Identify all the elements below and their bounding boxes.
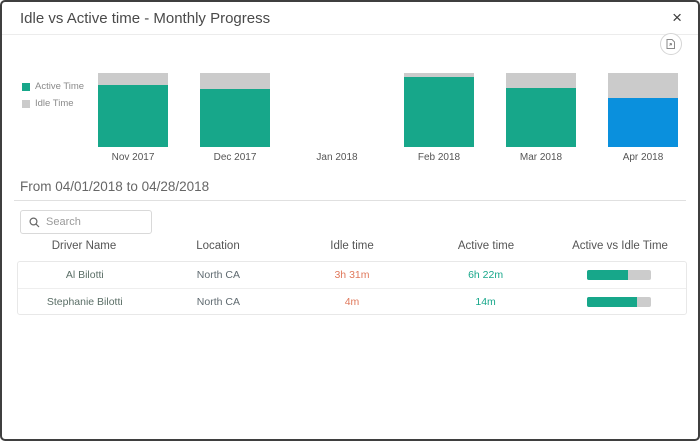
chart-legend: Active Time Idle Time [22,81,84,115]
active-vs-idle-bar [587,270,652,280]
active-vs-idle-cell [552,296,686,307]
column-header-active-vs-idle: Active vs Idle Time [572,240,668,252]
table-row[interactable]: Stephanie Bilotti North CA 4m 14m [18,288,686,314]
legend-label: Idle Time [35,98,74,109]
table-row[interactable]: Al Bilotti North CA 3h 31m 6h 22m [18,262,686,288]
active-vs-idle-bar [587,296,652,307]
bar-feb-2018[interactable] [388,73,490,147]
stacked-bar [608,73,678,147]
active-time-value: 6h 22m [468,269,504,281]
bar-category-label: Nov 2017 [111,152,155,163]
active-segment [404,76,474,147]
column-header-location: Location [196,240,240,252]
bar-apr-2018[interactable] [592,73,694,147]
dialog-header: Idle vs Active time - Monthly Progress × [2,2,698,35]
bar-nov-2017[interactable] [82,73,184,147]
bar-category-label: Jan 2018 [316,152,358,163]
idle-time-value: 4m [344,295,360,308]
export-image-icon [666,39,675,49]
idle-segment [608,73,678,99]
bar-category-label: Feb 2018 [417,152,461,163]
chart-category-labels: Nov 2017 Dec 2017 Jan 2018 Feb 2018 Mar 2018… [82,152,694,163]
bar-category-label: Apr 2018 [622,152,664,163]
bar-dec-2017[interactable] [184,73,286,147]
idle-segment [506,73,576,88]
idle-segment [98,73,168,85]
table-body: Al Bilotti North CA 3h 31m 6h 22m Stepha… [17,261,687,315]
driver-name: Al Bilotti [65,269,104,281]
stacked-bar [200,73,270,147]
close-icon[interactable]: × [672,8,682,27]
bar-jan-2018[interactable] [286,73,388,147]
search-icon [29,216,40,227]
active-segment [200,88,270,147]
idle-time-swatch [22,99,30,108]
stacked-bar [506,73,576,147]
legend-item-idle-time: Idle Time [22,98,84,109]
export-button[interactable] [660,33,682,55]
column-header-driver-name: Driver Name [51,240,117,252]
stacked-bar [98,73,168,147]
table-header: Driver Name Location Idle time Active ti… [17,240,687,252]
legend-item-active-time: Active Time [22,81,84,92]
search-input[interactable] [46,216,146,228]
bar-category-label: Dec 2017 [213,152,257,163]
idle-segment [200,73,270,89]
stacked-bar [404,73,474,147]
column-header-idle-time: Idle time [330,240,374,252]
active-portion [587,270,629,280]
active-segment [98,84,168,147]
section-divider [14,200,686,201]
driver-name: Stephanie Bilotti [46,295,123,308]
bar-mar-2018[interactable] [490,73,592,147]
stacked-bar-chart [82,73,694,147]
dialog-title: Idle vs Active time - Monthly Progress [20,10,271,27]
active-vs-idle-cell [552,270,686,280]
idle-segment [404,73,474,77]
active-segment [506,87,576,147]
driver-location: North CA [196,269,240,281]
bar-category-label: Mar 2018 [519,152,563,163]
legend-label: Active Time [35,81,85,92]
active-segment [608,98,678,147]
search-box [20,210,152,234]
active-portion [587,296,638,307]
column-header-active-time: Active time [457,240,515,252]
date-range-heading: From 04/01/2018 to 04/28/2018 [20,179,210,194]
driver-location: North CA [196,295,240,308]
active-time-swatch [22,82,30,91]
active-time-value: 14m [475,295,496,308]
idle-time-value: 3h 31m [334,269,370,281]
